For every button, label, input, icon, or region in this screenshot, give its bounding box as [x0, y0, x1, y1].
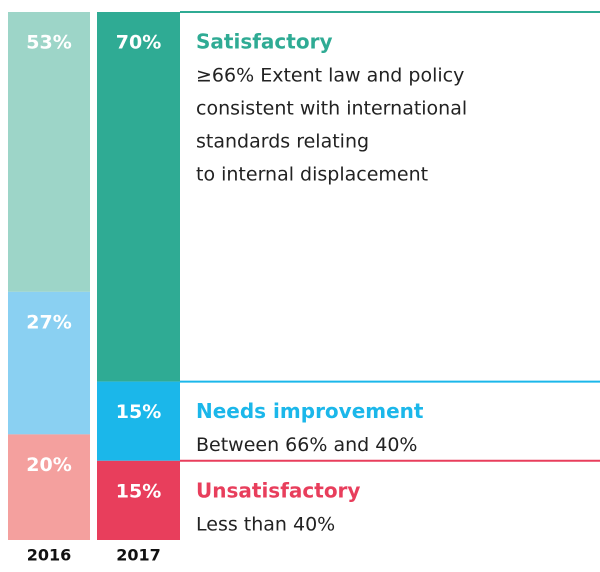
- bar-segment: [8, 12, 90, 292]
- bar-segment: [97, 381, 180, 461]
- value-label: 15%: [116, 480, 161, 502]
- legend-description: ≥66% Extent law and policy: [196, 65, 464, 87]
- legend-name: Unsatisfactory: [196, 478, 360, 502]
- bar-segment: [97, 460, 180, 540]
- bar-segment: [97, 12, 180, 382]
- legend-description: standards relating: [196, 131, 369, 153]
- legend-description: Less than 40%: [196, 513, 335, 535]
- legend-name: Satisfactory: [196, 30, 332, 54]
- x-tick-label: 2016: [27, 546, 72, 565]
- bar-segment: [8, 291, 90, 435]
- legend-name: Needs improvement: [196, 399, 424, 423]
- legend-description: consistent with international: [196, 98, 467, 120]
- value-label: 27%: [26, 311, 71, 333]
- x-tick-label: 2017: [116, 546, 161, 565]
- value-label: 20%: [26, 454, 71, 476]
- bar-segment: [8, 434, 90, 540]
- value-label: 70%: [116, 32, 161, 54]
- value-label: 15%: [116, 401, 161, 423]
- legend-description: to internal displacement: [196, 164, 428, 186]
- value-label: 53%: [26, 32, 71, 54]
- legend-description: Between 66% and 40%: [196, 434, 417, 456]
